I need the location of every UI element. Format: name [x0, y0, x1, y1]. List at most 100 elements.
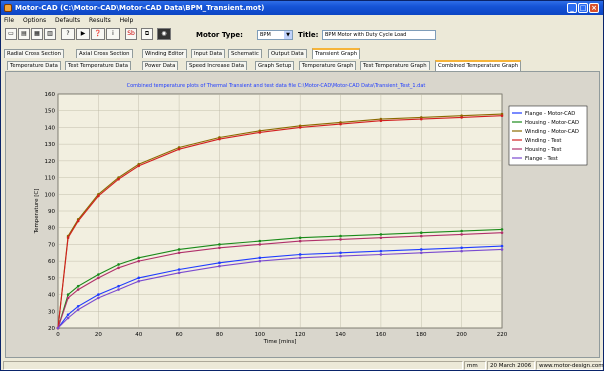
title-bar[interactable]: Motor-CAD (C:\Motor-CAD\Motor-CAD Data\B…	[1, 1, 603, 15]
legend-box	[508, 105, 588, 166]
tab-graph-setup[interactable]: Graph Setup	[255, 61, 295, 70]
data-point	[460, 233, 463, 236]
menu-bar: File Options Defaults Results Help	[1, 16, 603, 25]
y-tick-label: 110	[45, 176, 56, 182]
menu-results[interactable]: Results	[89, 17, 111, 24]
tab-radial-cross-section[interactable]: Radial Cross Section	[4, 49, 64, 58]
data-point	[137, 279, 141, 283]
data-point	[258, 243, 262, 246]
temperature-chart[interactable]: Combined temperature plots of Thermal Tr…	[6, 72, 599, 357]
maximize-button[interactable]: □	[578, 3, 588, 13]
close-button[interactable]: ×	[589, 3, 599, 13]
x-tick-label: 0	[56, 332, 60, 338]
data-point	[339, 254, 342, 258]
y-tick-label: 20	[48, 326, 55, 332]
tab-combined-temperature-graph[interactable]: Combined Temperature Graph	[435, 60, 522, 71]
data-point	[117, 177, 120, 181]
y-tick-label: 100	[45, 192, 56, 198]
data-point	[97, 296, 100, 300]
motor-icon[interactable]: ◉	[157, 28, 171, 40]
data-point	[500, 228, 504, 231]
data-point	[177, 147, 181, 151]
data-point	[339, 122, 342, 126]
help-book-icon[interactable]: ❓	[91, 28, 105, 40]
data-point	[97, 293, 100, 296]
tab-power-data[interactable]: Power Data	[142, 61, 179, 70]
print-icon[interactable]: ▥	[44, 28, 56, 40]
data-point	[177, 271, 181, 275]
legend-entry: Winding - Motor-CAD	[525, 129, 579, 135]
data-point	[379, 233, 383, 236]
series-lines	[56, 112, 504, 330]
tab-test-temperature-graph[interactable]: Test Temperature Graph	[360, 61, 430, 70]
x-tick-label: 180	[416, 332, 427, 338]
tab-test-temperature-data[interactable]: Test Temperature Data	[65, 61, 131, 70]
question-icon[interactable]: ?	[61, 28, 75, 40]
menu-options[interactable]: Options	[22, 17, 47, 24]
data-point	[97, 276, 100, 280]
data-point	[460, 229, 463, 233]
data-point	[56, 326, 60, 330]
data-point	[117, 288, 120, 291]
menu-file[interactable]: File	[4, 17, 15, 24]
tab-winding-editor[interactable]: Winding Editor	[142, 49, 187, 58]
data-point	[76, 304, 80, 308]
x-tick-label: 100	[255, 332, 266, 338]
tab-transient-graph[interactable]: Transient Graph	[312, 48, 361, 59]
grid-lines	[57, 93, 503, 329]
data-point	[76, 284, 80, 288]
data-point	[218, 137, 221, 141]
status-main	[3, 361, 463, 370]
window-title: Motor-CAD (C:\Motor-CAD\Motor-CAD Data\B…	[15, 4, 265, 12]
open-folder-icon[interactable]: ▤	[18, 28, 30, 40]
sb-icon[interactable]: Sb	[125, 28, 137, 40]
data-point	[76, 288, 80, 291]
menu-help[interactable]: Help	[119, 17, 134, 24]
new-file-icon[interactable]: ▭	[5, 28, 17, 40]
copy-icon[interactable]: ⧉	[141, 28, 153, 40]
data-point	[460, 116, 463, 119]
data-point	[177, 268, 181, 271]
x-tick-label: 40	[135, 332, 142, 338]
save-icon[interactable]: ▦	[31, 28, 43, 40]
tab-input-data[interactable]: Input Data	[191, 49, 226, 58]
x-tick-label: 140	[335, 332, 346, 338]
tab-schematic[interactable]: Schematic	[228, 49, 262, 58]
x-tick-label: 220	[497, 332, 508, 338]
y-tick-label: 40	[48, 293, 55, 299]
y-tick-label: 90	[48, 209, 55, 215]
tab-speed-increase-data[interactable]: Speed Increase Data	[186, 61, 248, 70]
data-point	[298, 253, 302, 256]
data-point	[258, 131, 262, 134]
tab-output-data[interactable]: Output Data	[268, 49, 307, 58]
data-point	[177, 251, 181, 255]
title-input[interactable]: BPM Motor with Duty Cycle Load	[322, 30, 436, 40]
x-tick-label: 200	[456, 332, 467, 338]
motor-type-select[interactable]: BPM ▼	[257, 30, 293, 40]
main-tab-row: Radial Cross Section Axial Cross Section…	[1, 48, 603, 59]
legend-entry: Winding - Test	[525, 138, 561, 144]
legend-entry: Flange - Test	[525, 156, 558, 162]
data-point	[339, 234, 342, 238]
data-point	[419, 117, 423, 121]
data-point	[137, 256, 141, 260]
chevron-down-icon[interactable]: ▼	[284, 31, 292, 39]
tab-temperature-data[interactable]: Temperature Data	[7, 61, 61, 70]
data-point	[500, 248, 504, 251]
y-tick-label: 140	[45, 125, 56, 131]
toolbar: ▭ ▤ ▦ ▥ ? ▶ ❓ i Sb ⧉ ◉ Motor Type: BPM ▼…	[1, 25, 603, 45]
motor-type-value: BPM	[260, 32, 271, 38]
status-website[interactable]: www.motor-design.com	[536, 361, 604, 370]
menu-defaults[interactable]: Defaults	[55, 17, 81, 24]
tab-axial-cross-section[interactable]: Axial Cross Section	[76, 49, 133, 58]
x-tick-label: 160	[376, 332, 387, 338]
data-point	[66, 316, 70, 320]
data-point	[137, 164, 141, 168]
run-icon[interactable]: ▶	[76, 28, 90, 40]
minimize-button[interactable]: _	[567, 3, 577, 13]
tab-temperature-graph[interactable]: Temperature Graph	[299, 61, 357, 70]
data-point	[137, 259, 141, 263]
info-icon[interactable]: i	[106, 28, 120, 40]
data-point	[76, 308, 80, 311]
data-point	[97, 273, 100, 276]
